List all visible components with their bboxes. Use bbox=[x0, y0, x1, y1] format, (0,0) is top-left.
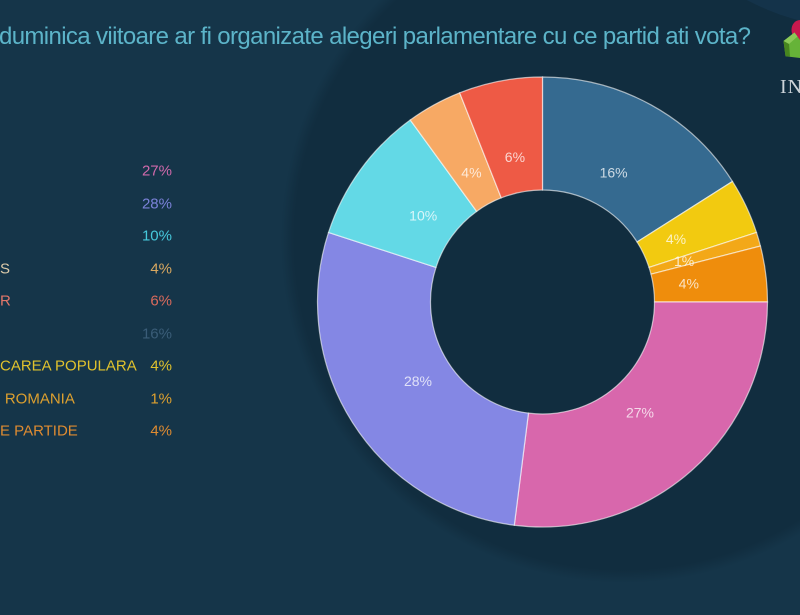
svg-text:4%: 4% bbox=[666, 231, 686, 247]
svg-text:4%: 4% bbox=[679, 276, 699, 292]
svg-text:6%: 6% bbox=[505, 149, 525, 165]
svg-text:27%: 27% bbox=[626, 405, 654, 421]
svg-text:4%: 4% bbox=[461, 165, 481, 181]
svg-text:1%: 1% bbox=[674, 253, 694, 269]
svg-text:10%: 10% bbox=[409, 207, 437, 223]
svg-text:28%: 28% bbox=[404, 373, 432, 389]
svg-text:16%: 16% bbox=[600, 165, 628, 181]
